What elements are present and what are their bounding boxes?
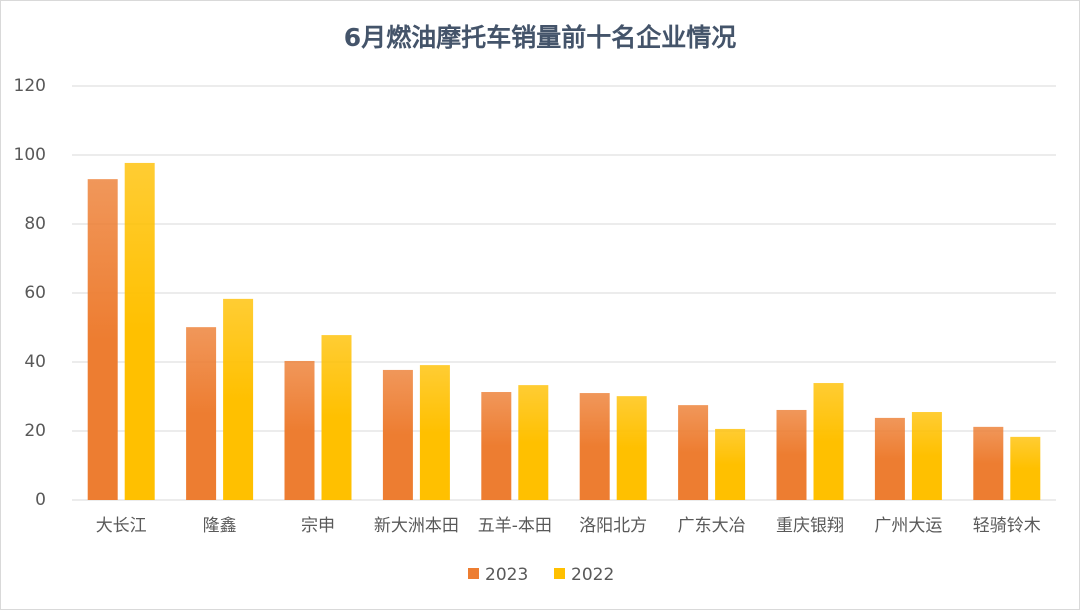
y-tick-label: 80	[24, 214, 46, 234]
bar	[973, 426, 1004, 500]
bar	[186, 327, 217, 500]
legend-label: 2022	[571, 565, 614, 585]
y-tick-label: 40	[24, 352, 46, 372]
bar	[1010, 436, 1041, 500]
y-tick-label: 60	[24, 283, 46, 303]
bar	[579, 393, 610, 500]
legend-swatch	[554, 568, 565, 579]
bar	[419, 365, 450, 500]
bar	[87, 179, 118, 500]
x-tick-label: 重庆银翔	[776, 516, 844, 536]
bar	[874, 417, 905, 500]
legend-swatch	[468, 568, 479, 579]
y-tick-label: 100	[14, 145, 46, 165]
bar	[284, 360, 315, 500]
bar	[518, 385, 549, 500]
x-tick-label: 广东大冶	[678, 516, 746, 536]
bar	[678, 405, 709, 500]
bar	[616, 396, 647, 500]
y-tick-label: 0	[35, 490, 46, 510]
bar	[382, 369, 413, 500]
x-tick-label: 隆鑫	[203, 516, 237, 536]
bar	[776, 409, 807, 500]
y-tick-label: 120	[14, 76, 46, 96]
x-tick-label: 宗申	[301, 516, 335, 536]
bar	[321, 335, 352, 500]
bar	[813, 383, 844, 500]
bar	[911, 412, 942, 500]
chart-title: 6月燃油摩托车销量前十名企业情况	[344, 23, 736, 52]
x-tick-label: 广州大运	[874, 516, 942, 536]
x-tick-label: 大长江	[96, 516, 147, 536]
legend-label: 2023	[485, 565, 528, 585]
x-tick-label: 洛阳北方	[579, 516, 647, 536]
x-tick-label: 五羊-本田	[478, 516, 552, 536]
bar	[481, 392, 512, 500]
x-tick-label: 新大洲本田	[374, 516, 459, 536]
y-tick-label: 20	[24, 421, 46, 441]
bar	[223, 298, 254, 500]
bar	[124, 162, 155, 500]
x-tick-label: 轻骑铃木	[973, 516, 1041, 536]
bar	[715, 428, 746, 500]
